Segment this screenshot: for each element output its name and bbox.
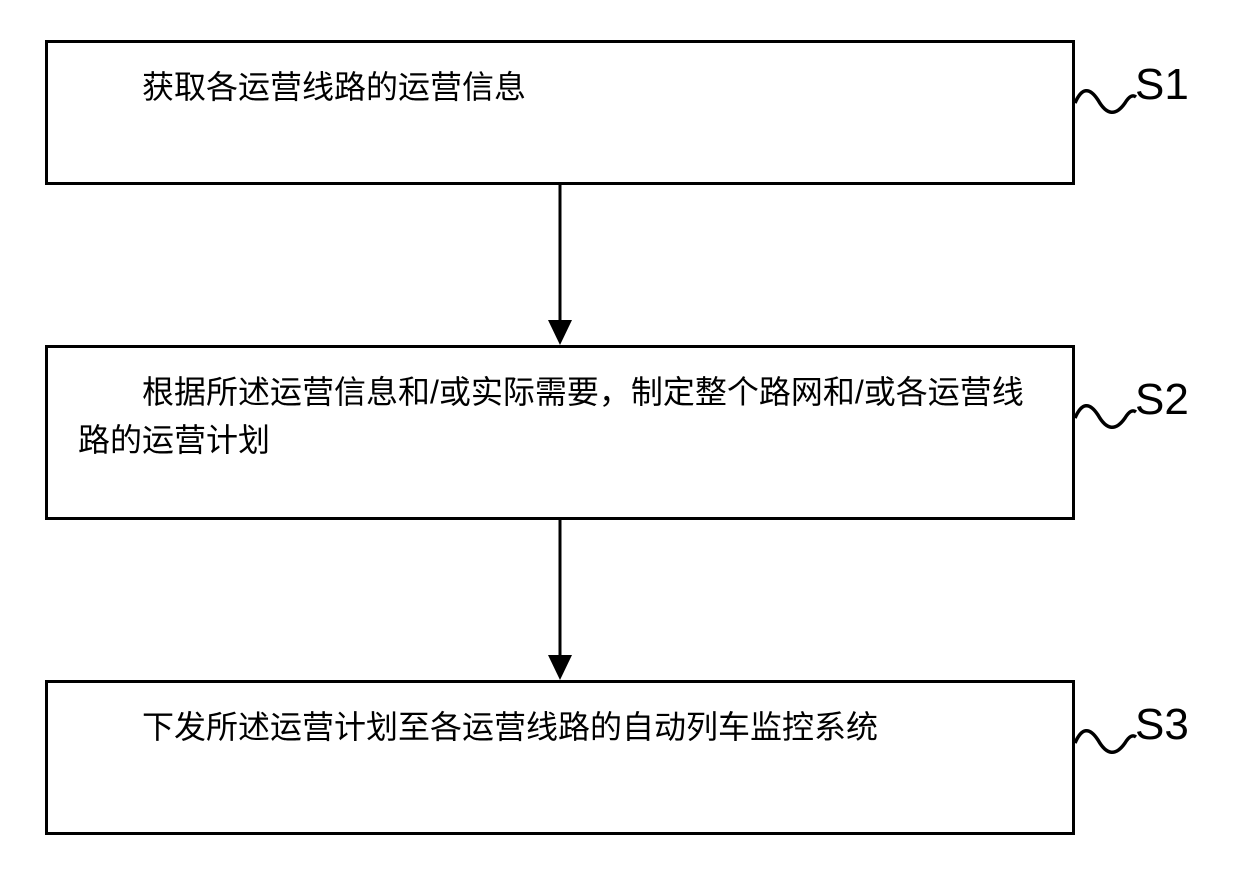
flow-step-1-text: 获取各运营线路的运营信息	[78, 63, 526, 111]
step-label-2: S2	[1135, 375, 1189, 425]
arrow-1	[540, 185, 580, 350]
squiggle-connector-1	[1073, 75, 1138, 130]
flow-step-3: 下发所述运营计划至各运营线路的自动列车监控系统	[45, 680, 1075, 835]
flow-step-3-text: 下发所述运营计划至各运营线路的自动列车监控系统	[78, 703, 878, 751]
step-label-3: S3	[1135, 700, 1189, 750]
step-label-1: S1	[1135, 60, 1189, 110]
flow-step-1: 获取各运营线路的运营信息	[45, 40, 1075, 185]
flow-step-2: 根据所述运营信息和/或实际需要，制定整个路网和/或各运营线路的运营计划	[45, 345, 1075, 520]
squiggle-connector-2	[1073, 390, 1138, 445]
arrow-2	[540, 520, 580, 685]
squiggle-connector-3	[1073, 715, 1138, 770]
flow-step-2-text: 根据所述运营信息和/或实际需要，制定整个路网和/或各运营线路的运营计划	[78, 368, 1042, 464]
